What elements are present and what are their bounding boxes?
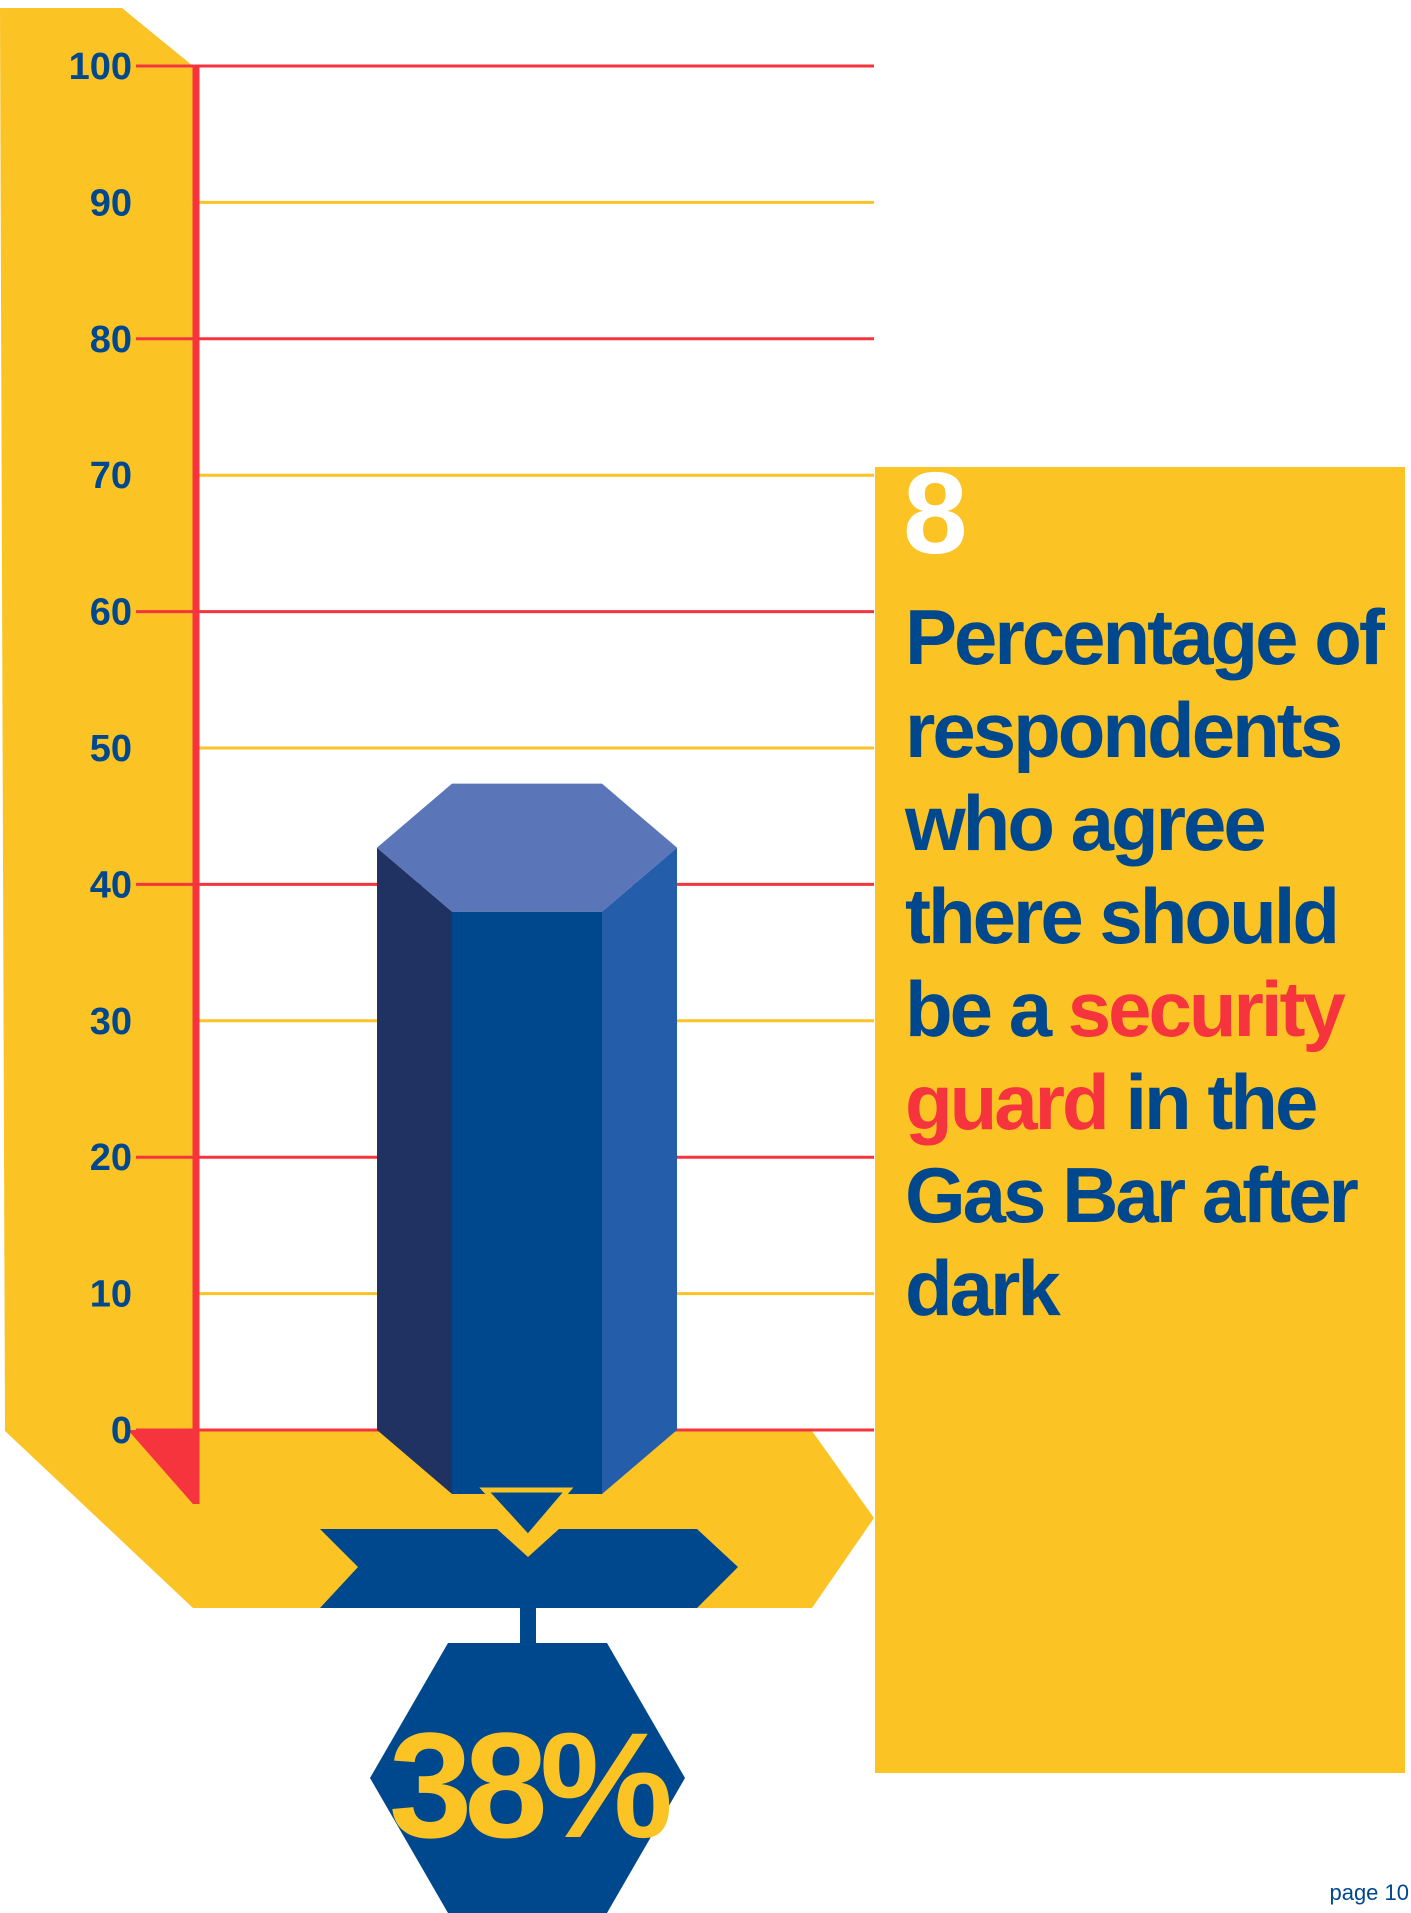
value-hexagon (370, 1643, 685, 1913)
value-label: 38% (389, 1701, 670, 1869)
question-number: 8 (903, 448, 968, 578)
y-tick-label-80: 80 (90, 319, 132, 361)
question-panel: 8 Percentage of respondents who agree th… (875, 455, 1405, 1773)
y-tick-label-0: 0 (111, 1410, 132, 1452)
bar-right-face (602, 847, 677, 1494)
bar-pointer-icon (479, 1487, 574, 1541)
y-tick-label-100: 100 (69, 46, 132, 88)
chart-frame (0, 8, 874, 1608)
bars (377, 783, 677, 1494)
y-axis-tick-labels: 0 10 20 30 40 50 60 70 80 90 100 (69, 46, 132, 1452)
bar-left-face (377, 847, 452, 1494)
y-tick-label-30: 30 (90, 1001, 132, 1043)
axis-corner-triangle (128, 1430, 193, 1504)
question-text-start: Percentage of respondents who agree ther… (905, 593, 1385, 1053)
chevron-connector-icon (320, 1529, 738, 1608)
gridlines (196, 64, 874, 1432)
question-text: Percentage of respondents who agree ther… (905, 591, 1405, 1335)
y-tick-label-50: 50 (90, 728, 132, 770)
pointer-stem (520, 1604, 536, 1646)
bar-front-face (452, 911, 602, 1494)
question-text-end: in the Gas Bar after dark (905, 1058, 1359, 1332)
page-number: page 10 (1329, 1880, 1409, 1905)
y-tick-label-20: 20 (90, 1137, 132, 1179)
bar-top-face (377, 783, 677, 912)
y-tick-label-70: 70 (90, 455, 132, 497)
y-tick-label-40: 40 (90, 864, 132, 906)
y-tick-label-60: 60 (90, 592, 132, 634)
bar-0 (377, 783, 677, 1494)
y-tick-label-90: 90 (90, 182, 132, 224)
question-highlight: security guard (905, 965, 1346, 1146)
y-tick-label-10: 10 (90, 1274, 132, 1316)
